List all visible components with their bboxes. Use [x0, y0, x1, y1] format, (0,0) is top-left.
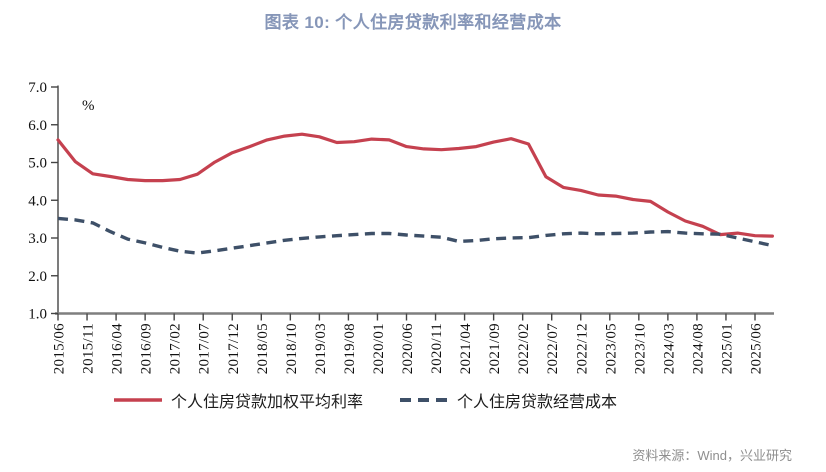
x-axis-tick-label: 2024/03 [661, 323, 677, 374]
y-axis-tick-label: 6.0 [28, 118, 47, 134]
x-axis-tick-label: 2020/11 [429, 323, 445, 374]
x-axis-tick-label: 2019/03 [313, 323, 329, 374]
y-axis-tick-label: 1.0 [28, 307, 47, 323]
legend-item-operating-cost: 个人住房贷款经营成本 [399, 388, 617, 412]
weighted-avg-rate-line [56, 132, 775, 238]
x-axis-tick-label: 2023/05 [603, 323, 619, 374]
x-axis-tick-label: 2024/08 [690, 323, 706, 374]
y-axis-tick-label: 3.0 [28, 231, 47, 247]
x-axis-tick-label: 2020/01 [371, 323, 387, 374]
legend-solid-line-sample [113, 398, 162, 402]
x-axis-tick-label: 2021/04 [458, 323, 474, 374]
x-axis-tick-label: 2019/08 [342, 323, 358, 374]
x-axis-tick-label: 2017/12 [226, 323, 242, 374]
y-axis-tick-label: 2.0 [28, 269, 47, 285]
x-axis-tick-label: 2016/04 [110, 323, 126, 374]
legend-label-weighted-avg-rate: 个人住房贷款加权平均利率 [170, 394, 363, 411]
x-axis-tick-label: 2023/10 [632, 323, 648, 374]
legend-dashed-line-sample [400, 398, 448, 402]
x-axis-tick-label: 2022/12 [574, 323, 590, 374]
x-axis-tick-label: 2025/06 [749, 323, 765, 374]
y-axis-unit-label: % [82, 98, 95, 114]
source-note: 资料来源：Wind，兴业研究 [632, 448, 792, 463]
x-axis-tick-label: 2020/06 [400, 323, 416, 374]
chart-legend: 个人住房贷款加权平均利率 个人住房贷款经营成本 [0, 388, 826, 412]
legend-label-operating-cost: 个人住房贷款经营成本 [457, 394, 618, 411]
y-axis-tick-label: 4.0 [28, 193, 47, 209]
x-axis-tick-label: 2022/02 [516, 323, 532, 374]
x-axis-tick-label: 2016/09 [139, 323, 155, 374]
y-axis-tick-label: 7.0 [28, 80, 47, 96]
x-axis-tick-label: 2022/07 [545, 323, 561, 374]
chart-title: 图表 10: 个人住房贷款利率和经营成本 [264, 13, 562, 32]
x-axis-tick-label: 2018/05 [255, 323, 271, 374]
x-axis-tick-label: 2018/10 [284, 323, 300, 374]
x-axis-tick-label: 2025/01 [719, 323, 735, 374]
x-axis-tick-label: 2021/09 [487, 323, 503, 374]
legend-item-weighted-avg-rate: 个人住房贷款加权平均利率 [113, 388, 363, 412]
x-axis-tick-label: 2017/07 [197, 323, 213, 374]
operating-cost-line [57, 216, 773, 255]
x-axis-tick-label: 2015/06 [52, 323, 68, 374]
x-axis-tick-label: 2017/02 [168, 323, 184, 374]
x-axis-tick-label: 2015/11 [81, 323, 97, 374]
y-axis-tick-label: 5.0 [28, 156, 47, 172]
